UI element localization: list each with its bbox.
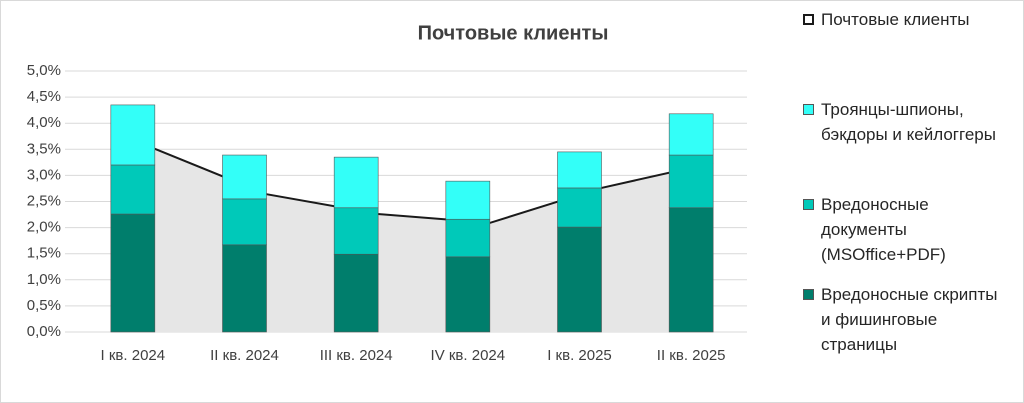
bar-segment [333, 253, 379, 333]
legend-label: Троянцы-шпионы, бэкдоры и кейлоггеры [821, 100, 996, 144]
y-tick-label: 2,0% [27, 219, 61, 236]
y-tick-label: 2,5% [27, 192, 61, 209]
bar-segment [668, 207, 714, 333]
bar-segment [445, 218, 491, 258]
bar-segment [110, 164, 156, 215]
legend-item: Вредоносные скрипты и фишинговые страниц… [801, 282, 1006, 357]
y-tick-label: 1,5% [27, 245, 61, 262]
bar-segment [222, 198, 267, 246]
bar-segment [668, 113, 714, 156]
bar-segment [557, 187, 602, 228]
legend-item: Троянцы-шпионы, бэкдоры и кейлоггеры [801, 97, 1006, 147]
x-tick-label: I кв. 2024 [101, 347, 166, 364]
bar-segment [557, 151, 602, 189]
bar-segment [445, 180, 491, 220]
x-tick-label: III кв. 2024 [320, 347, 393, 364]
x-tick-label: II кв. 2025 [657, 347, 726, 364]
bar-segment [110, 213, 156, 333]
legend-swatch [803, 104, 814, 115]
chart-title: Почтовые клиенты [418, 22, 609, 44]
bar-segment [222, 154, 267, 200]
x-tick-label: II кв. 2024 [210, 347, 279, 364]
y-tick-label: 4,5% [27, 88, 61, 105]
y-tick-label: 1,0% [27, 271, 61, 288]
legend-label: Вредоносные скрипты и фишинговые страниц… [821, 285, 998, 354]
bar-segment [668, 154, 714, 209]
bar-segment [333, 207, 379, 255]
bar-segment [333, 156, 379, 209]
bar-segment [110, 104, 156, 166]
legend-item: Вредоносные документы (MSOffice+PDF) [801, 192, 1006, 267]
x-tick-label: IV кв. 2024 [431, 347, 506, 364]
legend-swatch [803, 14, 814, 25]
y-tick-label: 3,5% [27, 140, 61, 157]
y-tick-label: 5,0% [27, 62, 61, 79]
y-tick-label: 0,5% [27, 297, 61, 314]
y-tick-label: 3,0% [27, 166, 61, 183]
legend-label: Вредоносные документы (MSOffice+PDF) [821, 195, 946, 264]
y-tick-label: 4,0% [27, 114, 61, 131]
y-tick-label: 0,0% [27, 323, 61, 340]
bar-segment [557, 226, 602, 333]
legend-swatch [803, 199, 814, 210]
legend-swatch [803, 289, 814, 300]
bar-segment [222, 244, 267, 333]
legend-label: Почтовые клиенты [821, 10, 970, 29]
bar-segment [445, 256, 491, 333]
legend-item: Почтовые клиенты [801, 7, 1023, 32]
x-tick-label: I кв. 2025 [547, 347, 612, 364]
